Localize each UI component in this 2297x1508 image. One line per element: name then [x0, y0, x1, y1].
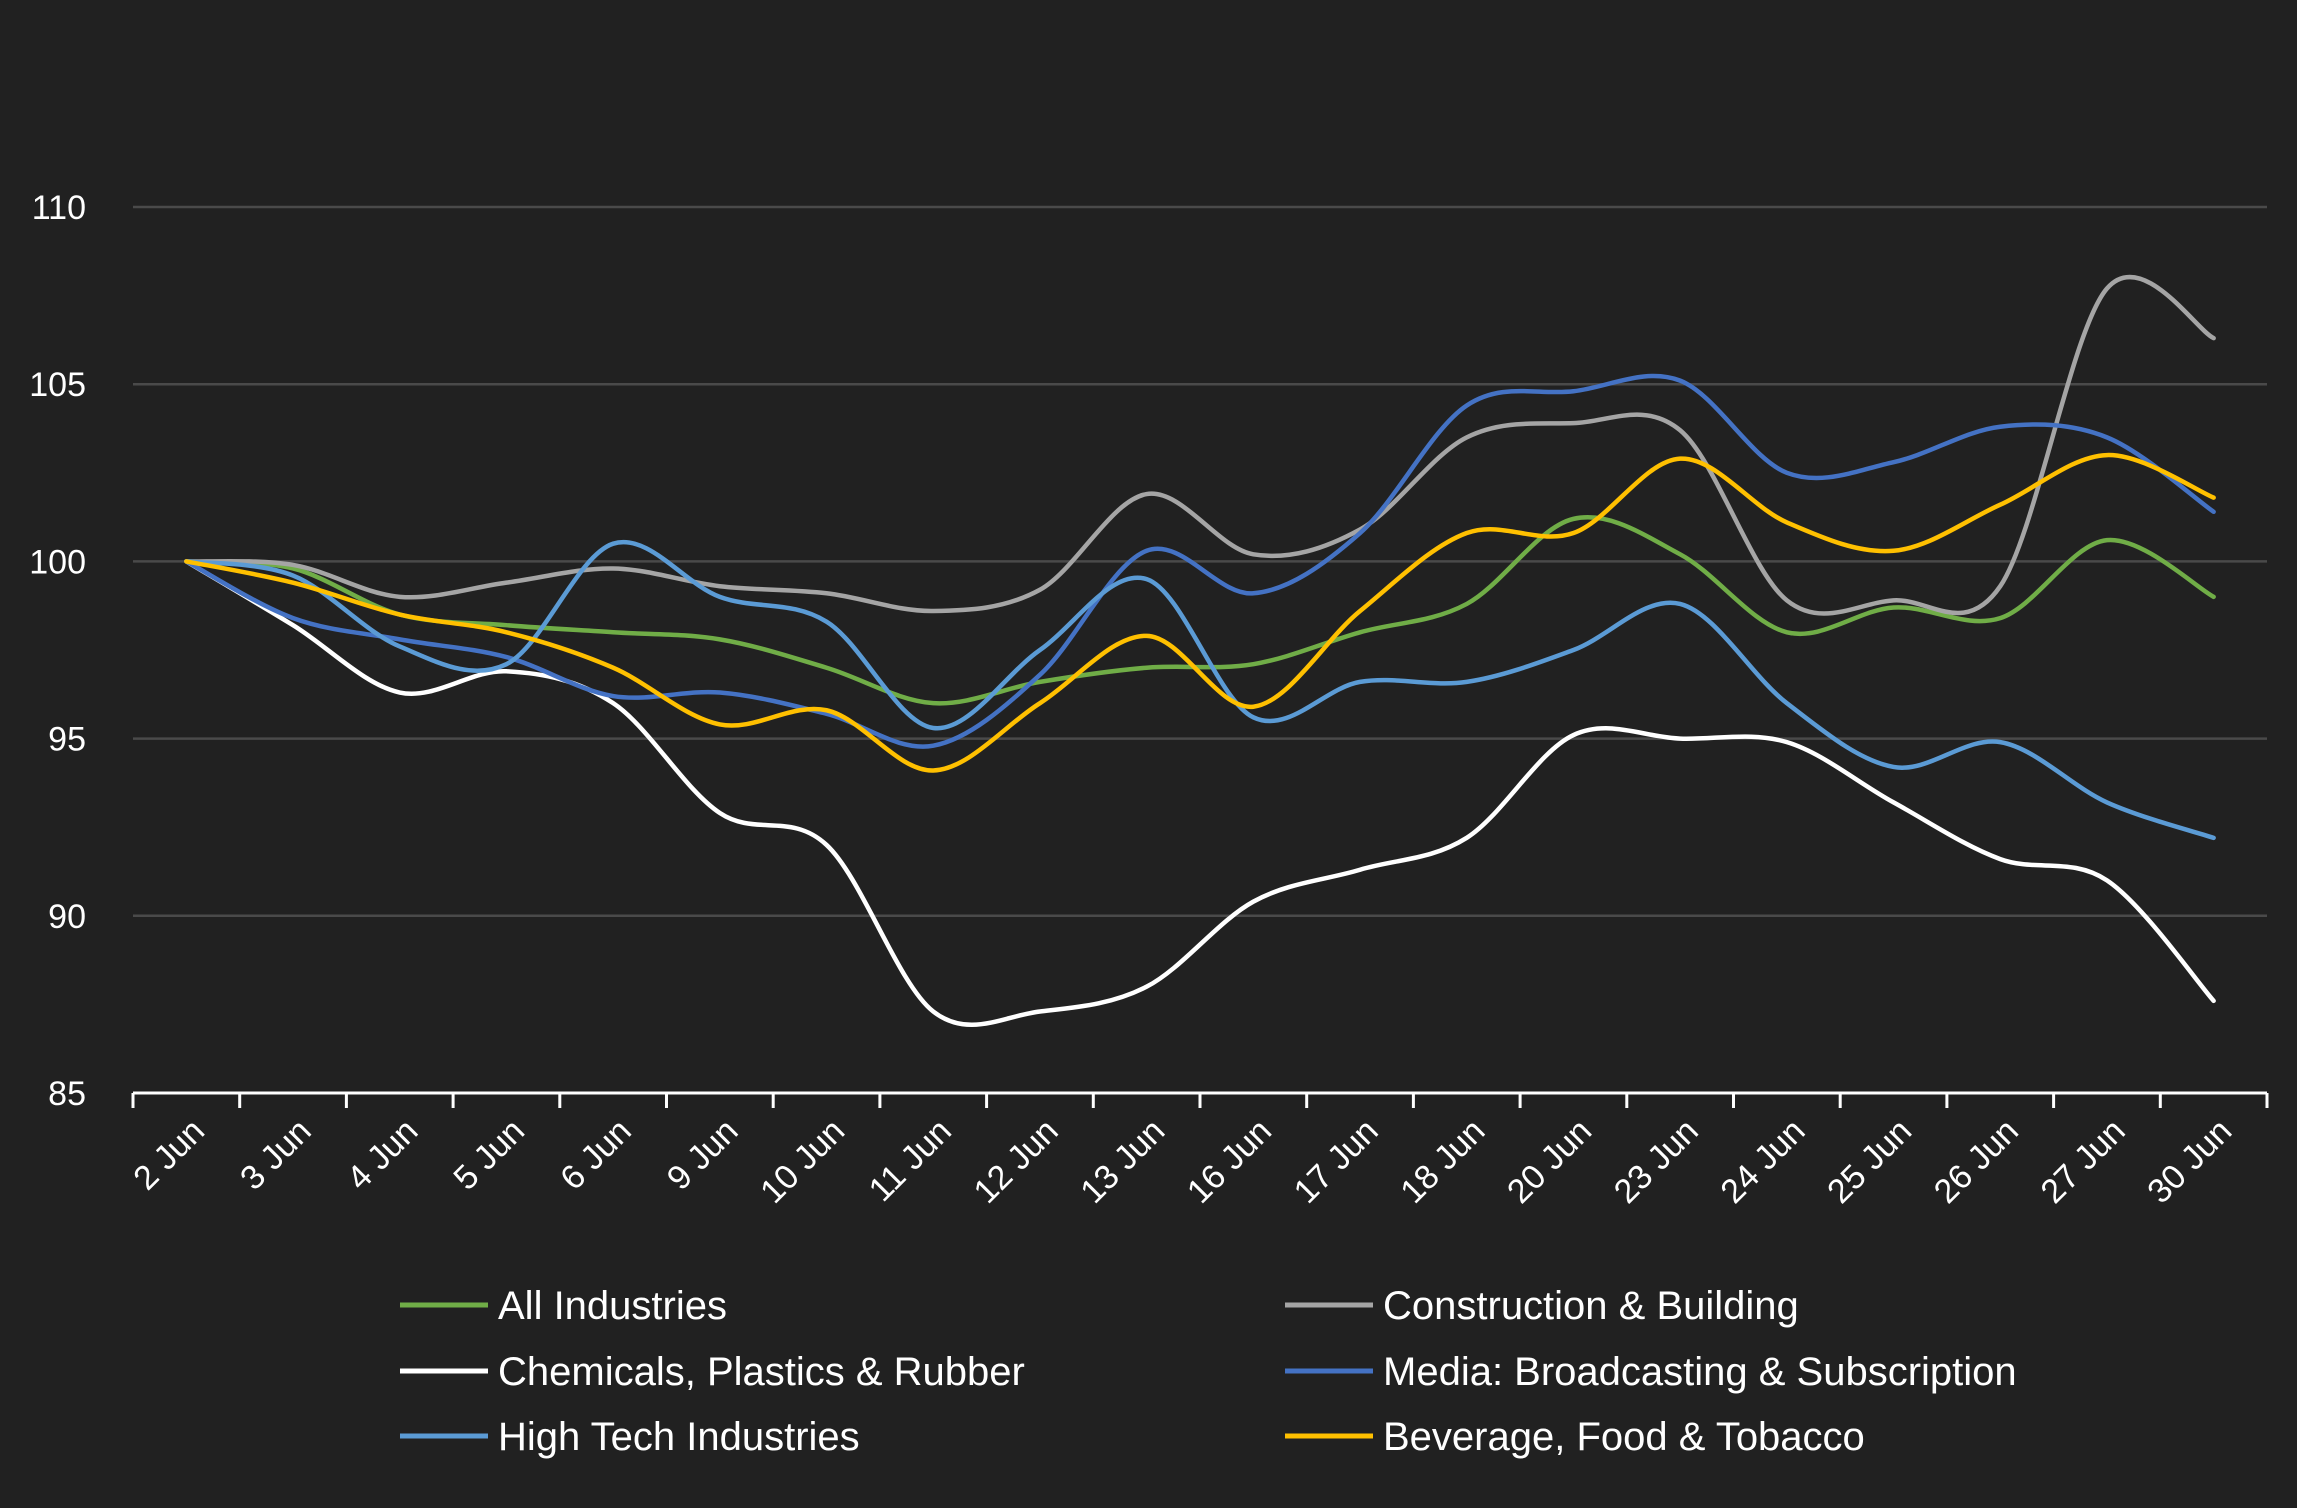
- y-tick-label: 105: [29, 366, 86, 404]
- legend-item: Beverage, Food & Tobacco: [1285, 1415, 1865, 1459]
- legend-label: Chemicals, Plastics & Rubber: [498, 1350, 1025, 1394]
- legend-item: All Industries: [400, 1284, 727, 1328]
- legend-label: All Industries: [498, 1284, 727, 1328]
- series-line-chemicals-plastics-rubber: [184, 559, 2216, 1027]
- series-line-all-industries: [184, 515, 2216, 706]
- legend-label: Media: Broadcasting & Subscription: [1383, 1350, 2017, 1394]
- y-tick-label: 95: [48, 721, 86, 759]
- series-line-construction-building: [184, 274, 2216, 616]
- series-lines: [184, 274, 2216, 1027]
- gridlines: [133, 205, 2267, 918]
- legend-item: High Tech Industries: [400, 1415, 860, 1459]
- legend: All Industries Construction & Building Che…: [400, 1284, 2017, 1459]
- legend-item: Media: Broadcasting & Subscription: [1285, 1350, 2017, 1394]
- legend-item: Chemicals, Plastics & Rubber: [400, 1350, 1025, 1394]
- legend-label: Construction & Building: [1383, 1284, 1799, 1328]
- y-tick-label: 85: [48, 1075, 86, 1113]
- legend-item: Construction & Building: [1285, 1284, 1799, 1328]
- series-line-media-broadcasting-subscription: [184, 373, 2216, 749]
- legend-label: Beverage, Food & Tobacco: [1383, 1415, 1865, 1459]
- legend-label: High Tech Industries: [498, 1415, 860, 1459]
- series-line-beverage-food-tobacco: [184, 452, 2216, 773]
- y-tick-label: 110: [32, 189, 86, 227]
- y-tick-label: 90: [48, 898, 86, 936]
- y-tick-label: 100: [29, 543, 86, 581]
- y-axis-tick-labels: 85 90 95 100 105 110: [29, 189, 86, 1113]
